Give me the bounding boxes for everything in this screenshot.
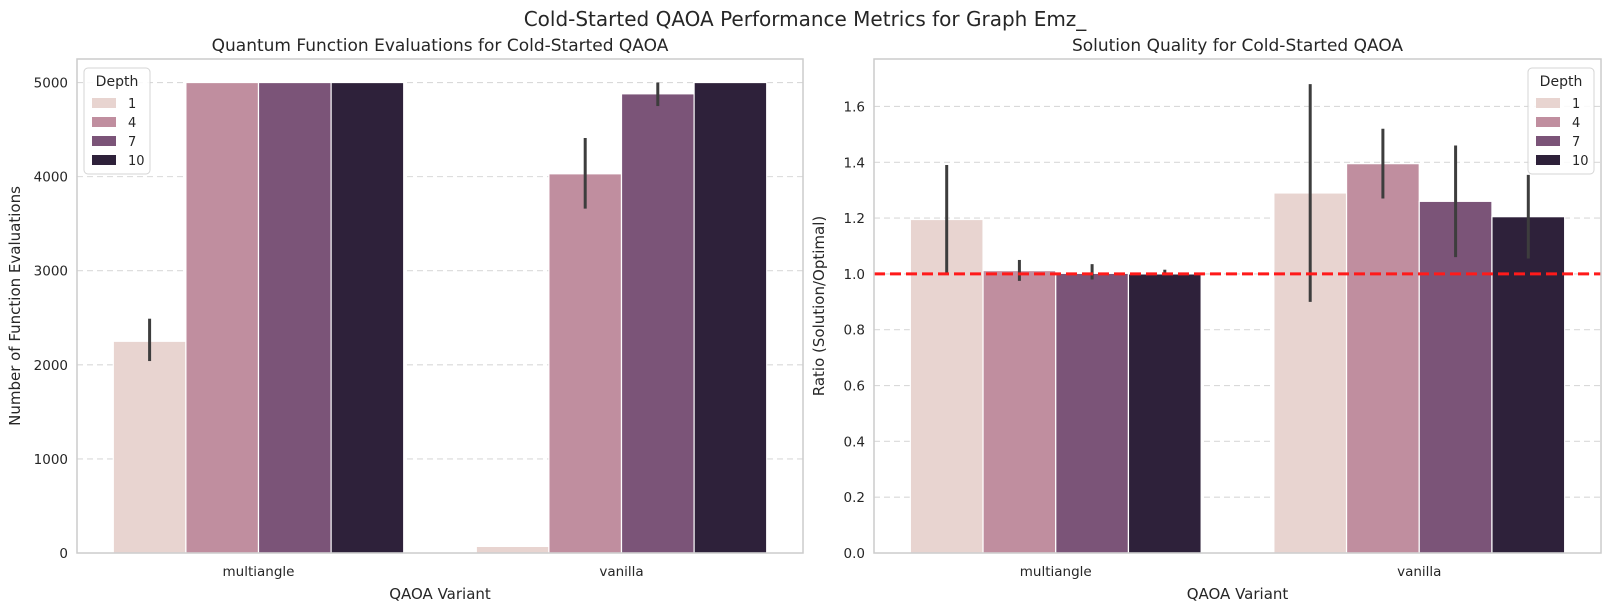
y-tick-label: 5000	[34, 76, 68, 92]
bar-vanilla-depth-4	[1345, 163, 1420, 554]
bar-vanilla-depth-1	[475, 545, 550, 554]
legend: Depth 1 4 7 10	[1527, 67, 1595, 175]
y-tick-label: 0.4	[844, 434, 865, 450]
x-tick-label: vanilla	[1397, 564, 1441, 580]
x-tick-label: multiangle	[1020, 564, 1092, 580]
y-tick-label: 1.2	[844, 211, 865, 227]
bar-multiangle-depth-7	[257, 81, 332, 554]
x-axis-label: QAOA Variant	[389, 585, 491, 603]
bar-vanilla-depth-7	[620, 93, 695, 554]
legend-label: 10	[128, 154, 145, 169]
figure-title: Cold-Started QAOA Performance Metrics fo…	[524, 7, 1088, 31]
bar-multiangle-depth-1	[112, 340, 187, 554]
legend-swatch-depth-7	[92, 136, 116, 146]
y-tick-label: 0.6	[844, 379, 865, 395]
legend-title: Depth	[96, 74, 139, 90]
axes-frame	[873, 58, 1602, 554]
axes-frame	[76, 58, 804, 554]
legend-swatch-depth-4	[92, 117, 116, 127]
x-tick-label: vanilla	[599, 564, 643, 580]
legend-label: 1	[128, 97, 136, 112]
x-axis-label: QAOA Variant	[1187, 585, 1289, 603]
legend-label: 1	[1572, 97, 1580, 112]
bar-vanilla-depth-4	[548, 173, 623, 554]
legend-box	[83, 67, 151, 175]
y-tick-label: 1.0	[844, 267, 865, 283]
y-tick-label: 3000	[34, 264, 68, 280]
bar-vanilla-depth-10	[1491, 216, 1566, 554]
x-tick-label: multiangle	[223, 564, 295, 580]
legend-swatch-depth-10	[1536, 155, 1560, 165]
legend-swatch-depth-10	[92, 155, 116, 165]
y-tick-label: 0.8	[844, 323, 865, 339]
chart-title: Solution Quality for Cold-Started QAOA	[1072, 36, 1403, 56]
bar-vanilla-depth-10	[693, 81, 768, 554]
legend-label: 7	[1572, 135, 1580, 150]
bar-multiangle-depth-4	[185, 81, 260, 554]
y-tick-label: 2000	[34, 358, 68, 374]
bar-multiangle-depth-7	[1055, 272, 1130, 554]
chart-title: Quantum Function Evaluations for Cold-St…	[212, 36, 669, 56]
legend-label: 7	[128, 135, 136, 150]
y-tick-label: 1.4	[844, 155, 865, 171]
legend: Depth 1 4 7 10	[83, 67, 151, 175]
solution-quality-chart: 0.0 0.2 0.4 0.6 0.8 1.0 1.2 1.4 1.6 multiangle van…	[810, 36, 1602, 603]
y-tick-label: 4000	[34, 170, 68, 186]
y-tick-label: 0	[59, 546, 68, 562]
y-axis-label: Ratio (Solution/Optimal)	[810, 216, 828, 397]
y-tick-label: 1.6	[844, 99, 865, 115]
legend-swatch-depth-1	[92, 98, 116, 108]
y-axis-label: Number of Function Evaluations	[6, 186, 24, 426]
legend-title: Depth	[1540, 74, 1583, 90]
bar-multiangle-depth-10	[1127, 273, 1202, 554]
y-tick-label: 1000	[34, 452, 68, 468]
y-tick-label: 0.0	[844, 546, 865, 562]
bar-multiangle-depth-4	[982, 269, 1057, 554]
function-evaluations-chart: 0 1000 2000 3000 4000 5000 multiangle vanilla QA…	[6, 36, 804, 603]
legend-swatch-depth-7	[1536, 136, 1560, 146]
legend-swatch-depth-4	[1536, 117, 1560, 127]
legend-label: 4	[1572, 116, 1580, 131]
legend-label: 10	[1572, 154, 1589, 169]
legend-label: 4	[128, 116, 136, 131]
legend-swatch-depth-1	[1536, 98, 1560, 108]
y-tick-label: 0.2	[844, 490, 865, 506]
bar-multiangle-depth-10	[330, 81, 405, 554]
legend-box	[1527, 67, 1595, 175]
